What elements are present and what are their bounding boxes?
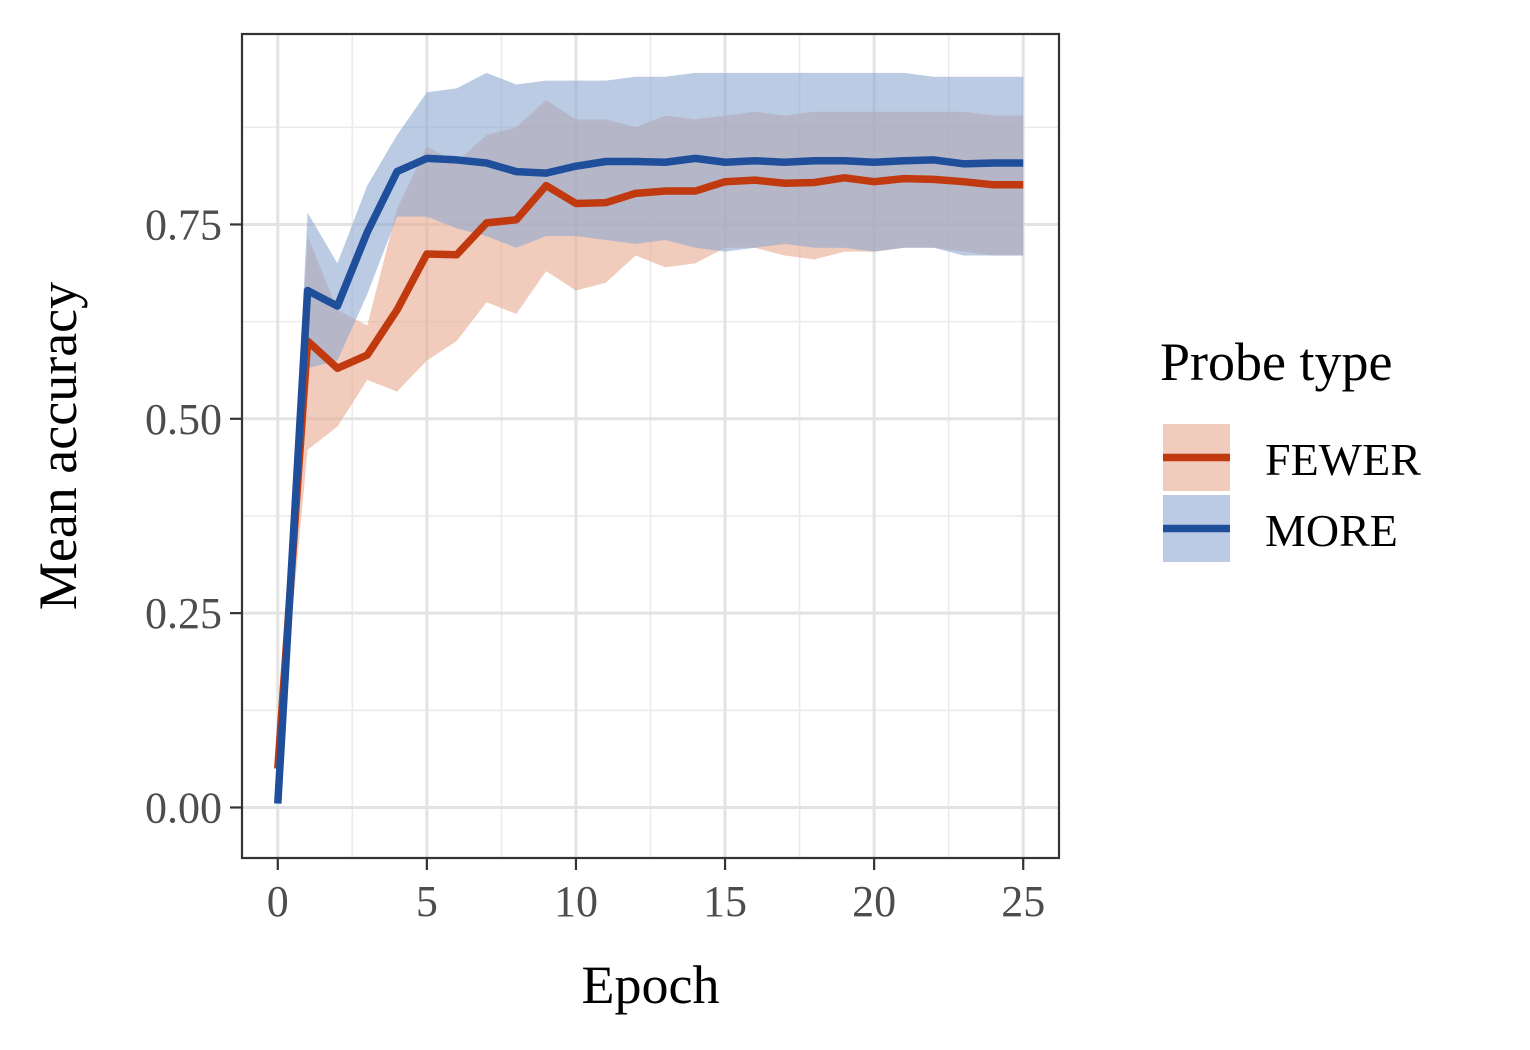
x-tick-label: 25	[1001, 877, 1045, 926]
y-tick-label: 0.75	[145, 200, 222, 249]
x-tick-label: 20	[852, 877, 896, 926]
y-tick-label: 0.25	[145, 589, 222, 638]
legend: Probe type FEWER MORE	[1160, 332, 1421, 562]
legend-item-more: MORE	[1163, 495, 1398, 562]
line-more	[274, 154, 1024, 804]
line-fewer	[274, 174, 1024, 769]
y-axis-title: Mean accuracy	[28, 282, 88, 610]
panel-border	[240, 32, 1061, 860]
y-tick-label: 0.50	[145, 395, 222, 444]
x-tick-label: 5	[416, 877, 438, 926]
x-axis-title: Epoch	[582, 955, 720, 1015]
x-tick-label: 10	[554, 877, 598, 926]
y-tick-label: 0.00	[145, 783, 222, 832]
x-tick-label: 15	[703, 877, 747, 926]
band-fewer	[277, 100, 1024, 769]
y-axis: 0.00 0.25 0.50 0.75	[145, 200, 242, 832]
x-tick-label: 0	[267, 877, 289, 926]
band-more	[277, 72, 1024, 804]
confidence-bands	[277, 72, 1024, 804]
plot-panel	[240, 32, 1061, 860]
legend-label-more: MORE	[1265, 505, 1398, 556]
legend-title: Probe type	[1160, 332, 1392, 392]
legend-item-fewer: FEWER	[1163, 424, 1421, 491]
legend-label-fewer: FEWER	[1265, 434, 1421, 485]
series-lines	[274, 154, 1024, 804]
x-axis: 0 5 10 15 20 25	[267, 858, 1045, 926]
